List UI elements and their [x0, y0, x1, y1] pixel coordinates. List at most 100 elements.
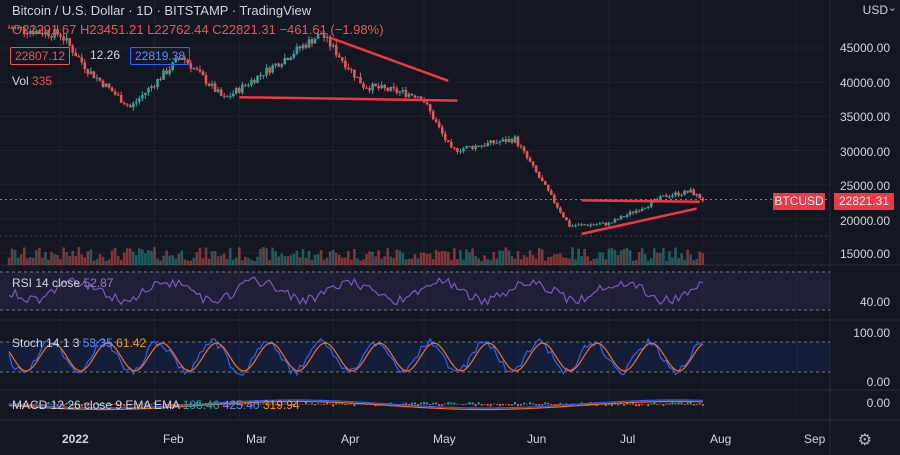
macd-hist-bar — [429, 404, 432, 406]
volume-bar — [201, 258, 205, 265]
volume-bar — [637, 252, 641, 265]
candle-body — [592, 224, 596, 226]
macd-hist-bar — [453, 402, 456, 405]
macd-hist-bar — [283, 403, 286, 405]
chevron-down-icon[interactable]: ⌄ — [887, 2, 897, 14]
candle-body — [625, 214, 629, 217]
candle-body — [125, 104, 129, 106]
macd-axis-tick: 0.00 — [866, 396, 890, 410]
volume-bar — [486, 258, 490, 265]
candle-body — [698, 193, 702, 199]
bid-button[interactable]: 22807.12 — [10, 47, 71, 65]
macd-hist-bar — [441, 404, 444, 406]
volume-bar — [389, 256, 393, 265]
y-tick: 45000.00 — [839, 41, 890, 55]
volume-bar — [77, 247, 81, 265]
volume-bar — [28, 257, 32, 265]
volume-bar — [401, 252, 405, 265]
chart-title: Bitcoin / U.S. Dollar · 1D · BITSTAMP · … — [12, 3, 312, 18]
macd-hist-bar — [420, 402, 423, 405]
candle-body — [692, 189, 695, 196]
candle-body — [407, 93, 411, 97]
volume-bar — [271, 247, 274, 265]
candle-body — [344, 60, 347, 68]
candle-body — [231, 93, 235, 97]
volume-bar — [622, 248, 626, 265]
macd-hist-bar — [462, 404, 465, 406]
volume-bar — [501, 250, 505, 265]
volume-bar — [98, 254, 102, 265]
macd-hist-bar — [489, 404, 492, 407]
macd-hist-bar — [271, 402, 274, 405]
candle-body — [534, 165, 538, 173]
macd-hist-bar — [626, 402, 629, 405]
candle-body — [71, 45, 75, 53]
macd-hist-bar — [523, 402, 526, 405]
volume-bar — [450, 260, 453, 265]
candle-body — [386, 87, 390, 91]
candle-body — [450, 142, 453, 148]
macd-hist-bar — [68, 403, 71, 405]
volume-bar — [304, 257, 308, 265]
volume-bar — [489, 260, 493, 265]
candle-body — [74, 52, 78, 57]
macd-hist-bar — [147, 404, 150, 406]
macd-hist-bar — [17, 402, 20, 405]
candle-body — [283, 57, 287, 65]
candle-body — [440, 127, 444, 134]
volume-bar — [228, 248, 232, 265]
macd-hist-bar — [301, 404, 304, 405]
macd-hist-bar — [541, 404, 544, 406]
macd-hist-bar — [426, 402, 429, 405]
macd-hist-bar — [698, 402, 701, 405]
candle-body — [492, 140, 496, 144]
volume-bar — [159, 260, 162, 265]
candle-body — [138, 98, 141, 102]
volume-bar — [219, 255, 223, 265]
volume-bar — [653, 248, 656, 265]
macd-hist-bar — [659, 403, 662, 405]
candle-body — [562, 212, 565, 218]
macd-hist-bar — [117, 404, 120, 406]
volume-bar — [643, 253, 647, 265]
volume-bar — [165, 250, 168, 265]
volume-bar — [250, 259, 253, 265]
candle-body — [192, 68, 196, 70]
volume-bar — [150, 250, 153, 265]
candle-body — [598, 223, 602, 225]
volume-bar — [495, 258, 499, 265]
macd-hist-bar — [444, 403, 447, 405]
macd-hist-bar — [456, 403, 459, 405]
gear-icon[interactable]: ⚙ — [857, 432, 872, 449]
trend-line — [581, 207, 697, 236]
macd-hist-bar — [665, 403, 668, 405]
ask-button[interactable]: 22819.38 — [130, 47, 191, 65]
volume-bar — [189, 260, 193, 265]
candle-body — [107, 83, 111, 88]
volume-bar — [610, 248, 614, 265]
candle-body — [383, 85, 387, 88]
candle-body — [53, 29, 56, 38]
candle-body — [456, 148, 459, 152]
candle-body — [543, 181, 547, 185]
macd-hist-bar — [150, 404, 153, 406]
macd-hist-bar — [520, 404, 523, 406]
candle-body — [292, 53, 296, 58]
candle-body — [280, 64, 284, 67]
volume-bar — [289, 255, 293, 265]
candle-body — [583, 224, 586, 226]
volume-bar — [531, 255, 535, 265]
macd-hist-bar — [35, 402, 38, 405]
volume-bar — [498, 250, 502, 265]
last-price-tag: 22821.31 — [834, 193, 894, 210]
macd-hist-bar — [95, 402, 98, 405]
volume-bar — [53, 254, 56, 265]
candle-body — [253, 80, 256, 83]
ohlc-readout: O22291.67 H23451.21 L22762.44 C22821.31 … — [12, 22, 384, 37]
volume-bar — [607, 248, 611, 265]
macd-hist-bar — [641, 404, 644, 406]
currency-selector[interactable]: USD — [862, 3, 888, 17]
volume-bar — [186, 260, 190, 265]
volume-bar — [80, 254, 84, 265]
